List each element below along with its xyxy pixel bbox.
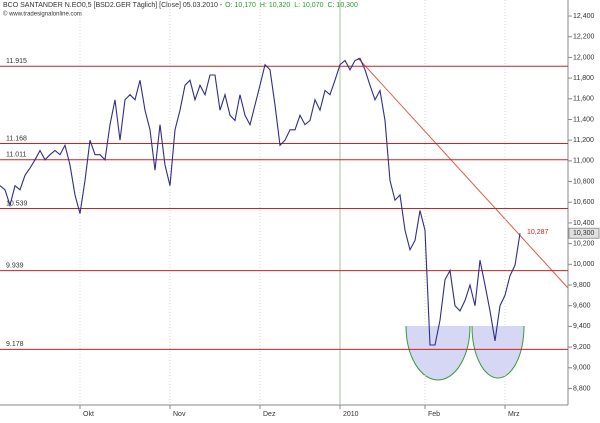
y-tick-label: 12,400 (573, 13, 595, 20)
last-price-box (568, 227, 600, 239)
level-label: 10.539 (6, 200, 28, 207)
y-tick-label: 10,200 (573, 240, 595, 247)
y-tick-label: 11,000 (573, 158, 594, 165)
level-label: 9.178 (6, 341, 24, 348)
price-line (0, 57, 521, 346)
copyright: © www.tradesignalonline.com (3, 11, 82, 18)
trendline-label: 10,287 (527, 229, 549, 236)
x-tick-label: Okt (83, 411, 94, 418)
y-tick-label: 10,800 (573, 178, 595, 185)
level-label: 11.915 (6, 58, 27, 65)
y-tick-label: 11,400 (573, 116, 594, 123)
y-tick-label: 9,600 (573, 303, 591, 310)
last-price-label: 10,300 (573, 230, 595, 237)
y-tick-label: 9,000 (573, 365, 591, 372)
y-tick-label: 10,000 (573, 261, 595, 268)
ohlc-value: O: 10,170 (225, 2, 256, 9)
ohlc-value: C: 10,300 (327, 2, 357, 9)
level-label: 11.168 (6, 135, 27, 142)
level-label: 11.011 (6, 152, 26, 159)
trendline (357, 57, 569, 289)
y-tick-label: 11,200 (573, 137, 594, 144)
cup-shape (472, 326, 524, 378)
x-tick-label: Feb (428, 411, 440, 418)
chart-title: BCO SANTANDER N.EO0,5 [BSD2.GER Täglich]… (3, 2, 223, 9)
x-tick-label: 2010 (343, 411, 359, 418)
y-tick-label: 9,400 (573, 323, 591, 330)
cup-shape (406, 326, 470, 380)
level-label: 9.939 (6, 262, 24, 269)
x-tick-label: Dez (263, 411, 276, 418)
y-tick-label: 12,200 (573, 34, 595, 41)
y-tick-label: 10,400 (573, 220, 595, 227)
ohlc-value: L: 10,070 (294, 2, 323, 9)
cup-outline (471, 325, 525, 379)
y-tick-label: 10,600 (573, 199, 595, 206)
y-tick-label: 11,800 (573, 75, 594, 82)
y-tick-label: 9,200 (573, 344, 591, 351)
x-tick-label: Mrz (508, 411, 520, 418)
y-tick-label: 11,600 (573, 96, 594, 103)
ohlc-value: H: 10,320 (260, 2, 290, 9)
x-tick-label: Nov (173, 411, 186, 418)
y-tick-label: 12,000 (573, 54, 595, 61)
y-tick-label: 9,800 (573, 282, 591, 289)
y-tick-label: 8,800 (573, 385, 591, 392)
